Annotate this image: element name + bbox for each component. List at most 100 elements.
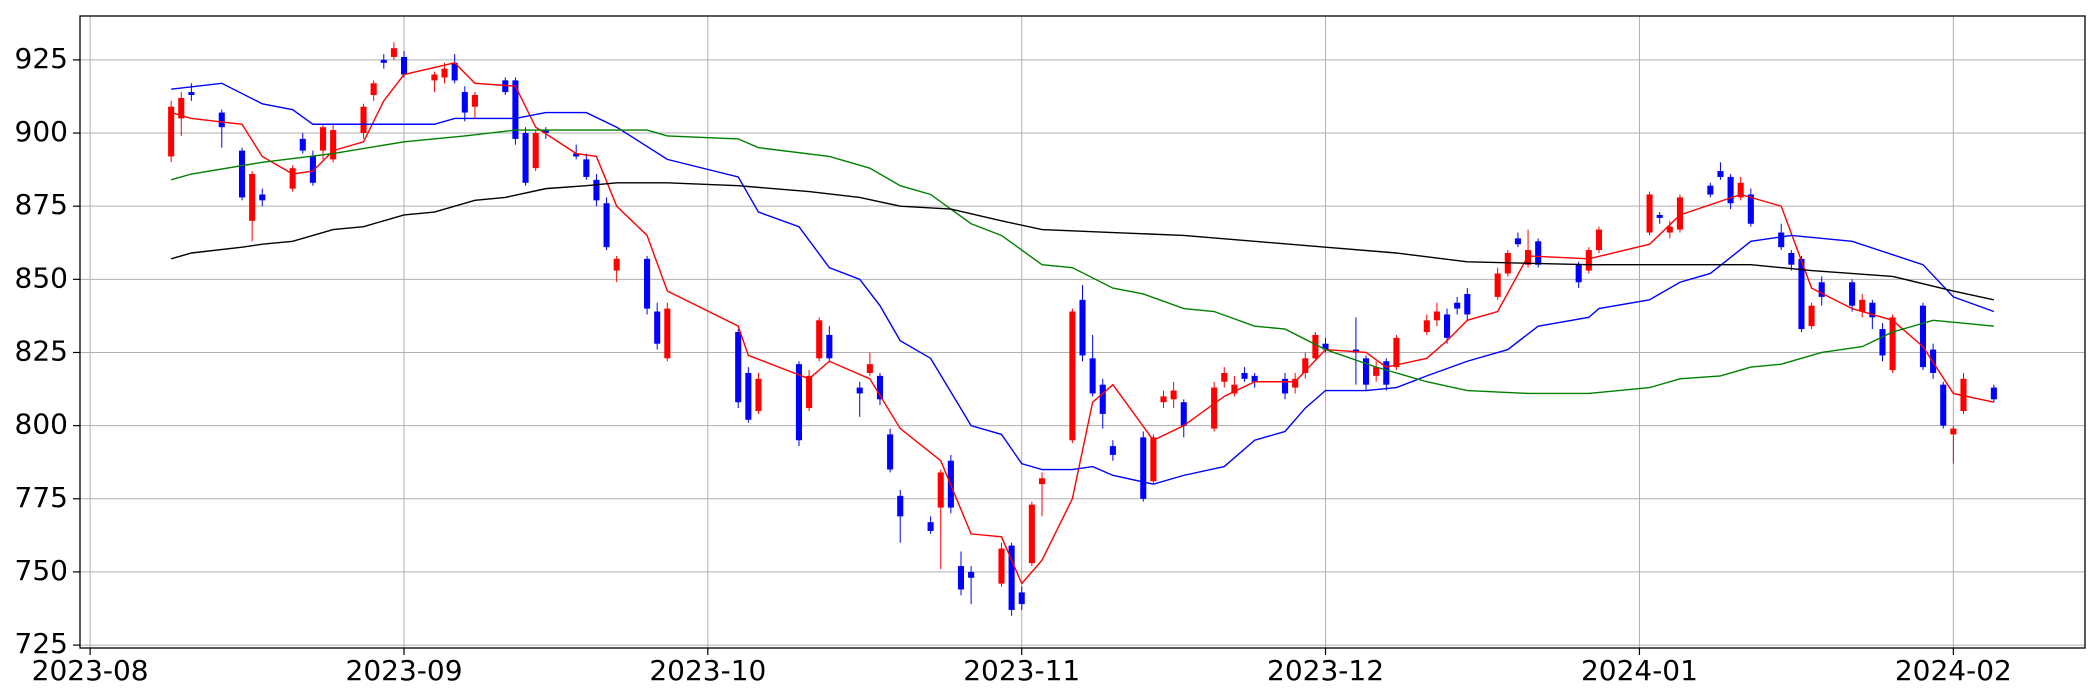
candle-body	[1383, 361, 1390, 385]
candle-body	[1747, 194, 1754, 224]
candle-body	[826, 334, 833, 359]
candle-body	[1302, 358, 1309, 373]
candle-body	[968, 571, 975, 578]
y-tick-label: 800	[15, 408, 68, 441]
candle-body	[299, 138, 306, 151]
candle-body	[380, 59, 387, 63]
x-tick-label: 2023-12	[1267, 654, 1384, 687]
candle-body	[542, 130, 549, 134]
candle-body	[1170, 390, 1177, 400]
candle-body	[1514, 238, 1521, 245]
y-tick-label: 825	[15, 334, 68, 367]
candle-body	[856, 387, 863, 394]
candle-body	[1778, 232, 1785, 248]
plot-frame	[79, 15, 2086, 649]
candle-body	[360, 106, 367, 134]
candle-body	[532, 133, 539, 169]
lines	[170, 62, 1995, 585]
candle-body	[502, 80, 509, 93]
candle-body	[1940, 384, 1947, 426]
candle-body	[1737, 182, 1744, 198]
candle-body	[1150, 437, 1157, 482]
candle-body	[1849, 282, 1856, 306]
candle-body	[1879, 329, 1886, 356]
candle-body	[1859, 299, 1866, 312]
candle-body	[188, 92, 195, 95]
candle-body	[613, 258, 620, 271]
candle-body	[1231, 384, 1238, 394]
candle-body	[1535, 241, 1542, 265]
indicator-line	[171, 82, 1995, 485]
candle-body	[1808, 305, 1815, 327]
candle-body	[1079, 299, 1086, 356]
candle-body	[1494, 273, 1501, 297]
candle-body	[451, 62, 458, 81]
x-tick-label: 2023-09	[346, 654, 463, 687]
candle-body	[1251, 375, 1258, 382]
candle-body	[309, 156, 316, 183]
candle-body	[218, 112, 225, 128]
candle-body	[897, 495, 904, 517]
candle-body	[1717, 171, 1724, 177]
candle-body	[735, 332, 742, 403]
x-tick-label: 2023-11	[963, 654, 1080, 687]
candle-body	[1180, 402, 1187, 426]
candle-body	[795, 364, 803, 441]
candle-body	[644, 258, 651, 309]
candle-body	[168, 106, 175, 157]
candle-body	[1433, 311, 1440, 321]
candle-body	[178, 97, 185, 119]
candle-body	[259, 194, 266, 201]
candle-body	[1990, 387, 1997, 400]
indicator-line	[170, 62, 1995, 585]
candle-body	[1919, 305, 1927, 368]
y-tick-label: 900	[15, 115, 68, 148]
marks	[168, 42, 1997, 616]
candle-body	[816, 320, 823, 359]
candle-body	[1089, 358, 1096, 394]
candle-body	[1038, 478, 1046, 485]
indicator-line	[170, 182, 1995, 301]
candle-body	[745, 372, 752, 420]
candle-body	[1444, 314, 1451, 338]
candle-body	[664, 308, 671, 359]
candle-body	[1312, 334, 1319, 359]
x-tick-label: 2024-02	[1895, 654, 2012, 687]
candle-body	[1960, 378, 1967, 411]
candle-body	[654, 311, 661, 344]
x-tick-label: 2023-10	[649, 654, 766, 687]
candle-body	[755, 378, 762, 411]
candle-body	[1818, 282, 1825, 297]
axes: 725 750 775 800 825 850 875 900 925 2023-08 2023-0…	[15, 42, 2012, 687]
candle-body	[1585, 250, 1592, 271]
candle-body	[319, 127, 327, 151]
candle-body	[1889, 317, 1896, 371]
candle-body	[1362, 358, 1370, 385]
candle-body	[330, 130, 337, 160]
candle-body	[1352, 349, 1359, 353]
candle-body	[1221, 372, 1228, 382]
candle-body	[603, 203, 610, 248]
candle-body	[1393, 337, 1400, 368]
candle-body	[937, 472, 944, 508]
candle-body	[1788, 253, 1795, 265]
y-tick-label: 850	[15, 261, 68, 294]
candle-body	[593, 179, 600, 201]
candle-body	[1869, 302, 1876, 318]
candle-body	[887, 434, 894, 470]
candle-body	[1028, 504, 1035, 564]
candle-body	[1109, 446, 1116, 455]
candle-body	[1950, 428, 1957, 435]
candle-body	[998, 548, 1005, 584]
candle-body	[1322, 343, 1329, 350]
candle-body	[1727, 176, 1734, 204]
candle-body	[1140, 437, 1147, 499]
candle-body	[461, 92, 468, 113]
candle-body	[238, 150, 246, 198]
candle-body	[1373, 367, 1380, 376]
candle-body	[1707, 185, 1714, 195]
candle-body	[390, 48, 397, 57]
y-tick-label: 775	[15, 481, 68, 514]
candle-body	[957, 566, 965, 590]
candle-body	[249, 174, 256, 221]
